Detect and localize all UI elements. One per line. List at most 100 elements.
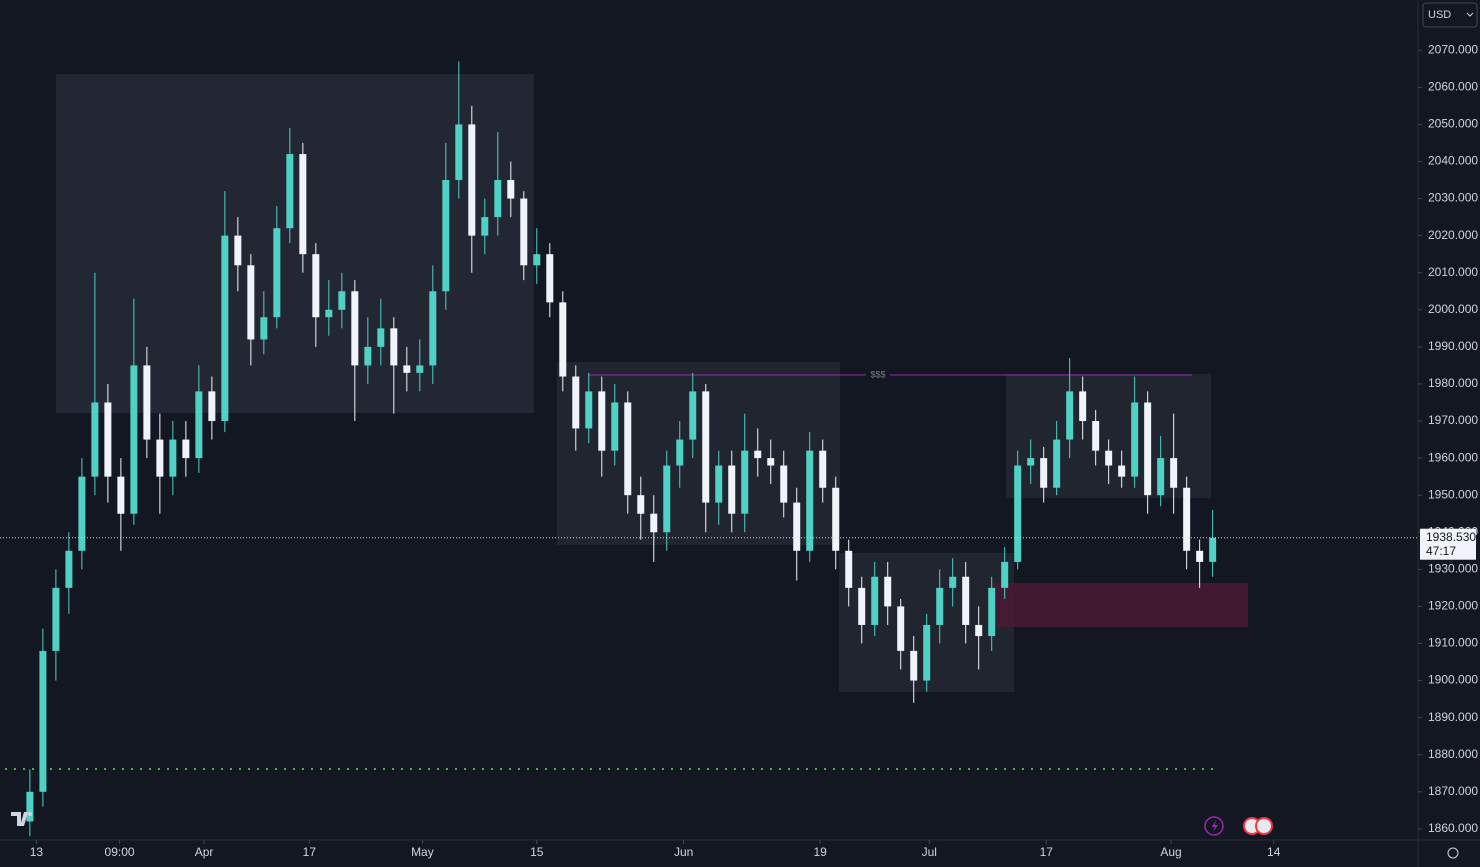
y-tick-label: 2040.000 (1428, 154, 1478, 168)
annotation: $$$ (870, 369, 885, 379)
candle-body (1066, 391, 1074, 440)
candle-body (871, 576, 879, 625)
candle-body (416, 365, 424, 373)
candle-body (286, 154, 294, 229)
settings-icon[interactable] (1447, 847, 1459, 859)
candle-body (819, 450, 827, 488)
event-icon[interactable] (1204, 816, 1224, 836)
candle-body (910, 650, 918, 681)
candle-body (390, 328, 398, 366)
logo-dot (28, 812, 32, 816)
candle-body (1170, 458, 1178, 488)
candle-body (780, 465, 788, 503)
currency-button[interactable] (1422, 2, 1478, 28)
candle-body (585, 391, 593, 429)
x-tick-label: Aug (1160, 845, 1181, 859)
candle-body (273, 228, 281, 318)
current-price-label: 1938.530 (1426, 530, 1476, 544)
candle-body (832, 487, 840, 551)
candle-body (364, 346, 372, 366)
y-tick-label: 1990.000 (1428, 339, 1478, 353)
currency[interactable]: USD (1428, 9, 1451, 21)
candle-body (1053, 439, 1061, 488)
y-tick-label: 1870.000 (1428, 784, 1478, 798)
candle-body (676, 439, 684, 466)
y-tick-label: 1910.000 (1428, 636, 1478, 650)
candle-body (1001, 561, 1009, 588)
x-tick-label: Apr (195, 845, 214, 859)
candle-body (182, 439, 190, 459)
y-tick-label: 1920.000 (1428, 599, 1478, 613)
countdown: 47:17 (1426, 544, 1456, 558)
candle-body (793, 502, 801, 551)
candle-body (234, 235, 242, 266)
y-tick-label: 1970.000 (1428, 413, 1478, 427)
x-tick-label: 13 (30, 845, 44, 859)
candle-body (91, 402, 99, 477)
candle-body (1144, 402, 1152, 496)
candle-body (39, 650, 47, 792)
candle-body (312, 254, 320, 318)
logo-mark (11, 812, 28, 826)
candle-body (247, 265, 255, 340)
candle-body (1209, 537, 1217, 562)
candle-body (481, 217, 489, 236)
candle-body (949, 576, 957, 588)
x-tick-label: Jul (922, 845, 937, 859)
candle-body (650, 513, 658, 533)
candle-body (507, 180, 515, 199)
candle-body (767, 458, 775, 466)
candle-body (52, 587, 60, 651)
x-tick-label: 14 (1267, 845, 1281, 859)
y-tick-label: 2060.000 (1428, 79, 1478, 93)
candle-body (728, 465, 736, 514)
y-tick-label: 2000.000 (1428, 302, 1478, 316)
candle-body (403, 365, 411, 373)
candle-body (598, 391, 606, 451)
y-tick-label: 1890.000 (1428, 710, 1478, 724)
y-tick-label: 2050.000 (1428, 117, 1478, 131)
candle-body (117, 476, 125, 514)
candle-body (377, 328, 385, 347)
candle-body (533, 254, 541, 266)
x-tick-label: Jun (674, 845, 693, 859)
candle-body (143, 365, 151, 440)
candle-body (572, 376, 580, 429)
y-tick-label: 2020.000 (1428, 228, 1478, 242)
candle-body (1183, 487, 1191, 551)
y-tick-label: 2010.000 (1428, 265, 1478, 279)
candle-body (169, 439, 177, 477)
x-tick-label: 17 (303, 845, 317, 859)
candle-body (923, 624, 931, 681)
candle-body (442, 180, 450, 292)
candle-body (936, 587, 944, 625)
candle-body (208, 391, 216, 422)
candle-body (975, 624, 983, 637)
y-tick-label: 1960.000 (1428, 450, 1478, 464)
candle-body (104, 402, 112, 477)
event-icon[interactable] (1255, 817, 1273, 835)
candle-body (1105, 450, 1113, 466)
candle-body (156, 439, 164, 477)
candle-body (754, 450, 762, 459)
y-tick-label: 1980.000 (1428, 376, 1478, 390)
candle-body (325, 309, 333, 318)
x-tick-label: 19 (813, 845, 827, 859)
candle-body (988, 587, 996, 637)
candle-body (546, 254, 554, 303)
candle-body (299, 154, 307, 255)
candle-body (689, 391, 697, 440)
candle-body (351, 291, 359, 366)
candle-body (130, 365, 138, 514)
candle-body (637, 495, 645, 514)
candle-body (1014, 465, 1022, 562)
candle-body (1196, 550, 1204, 562)
candle-body (1131, 402, 1139, 477)
candle-body (65, 550, 73, 588)
candle-body (611, 402, 619, 451)
zone (56, 74, 534, 413)
candle-body (715, 465, 723, 503)
chevron (1466, 12, 1474, 17)
candle-body (1118, 465, 1126, 477)
